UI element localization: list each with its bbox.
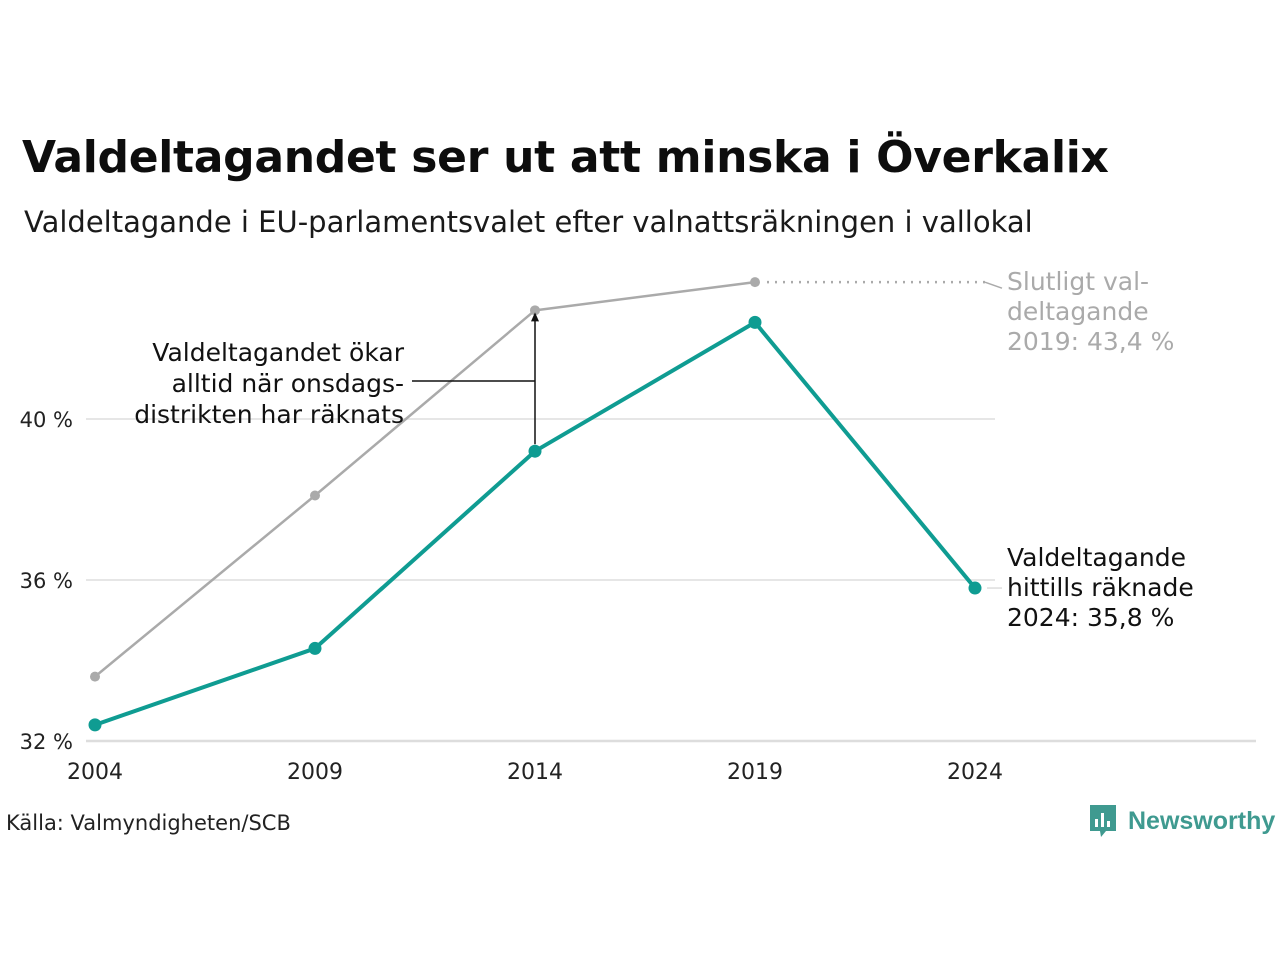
data-point-counted xyxy=(308,641,322,655)
y-tick-label: 40 % xyxy=(20,408,73,432)
newsworthy-logo-icon xyxy=(1090,805,1116,837)
data-point-final xyxy=(530,305,540,316)
data-point-counted xyxy=(88,718,102,732)
chart-subtitle: Valdeltagande i EU-parlamentsvalet efter… xyxy=(24,205,1033,239)
annotation-wednesday-line: alltid när onsdags- xyxy=(172,369,404,398)
x-tick-label: 2004 xyxy=(67,760,123,785)
newsworthy-logo-text: Newsworthy xyxy=(1128,806,1276,835)
data-point-counted xyxy=(528,444,542,458)
annotation-final-line: deltagande xyxy=(1007,297,1149,326)
difference-arrow-head xyxy=(531,312,539,322)
x-tick-label: 2009 xyxy=(287,760,343,785)
data-point-final xyxy=(90,671,100,682)
annotation-counted-line: Valdeltagande xyxy=(1007,543,1186,572)
data-point-counted xyxy=(748,315,762,329)
data-point-final xyxy=(750,277,760,288)
series-line-final xyxy=(94,280,756,678)
x-tick-label: 2014 xyxy=(507,760,563,785)
annotation-counted-line: 2024: 35,8 % xyxy=(1007,603,1174,632)
y-tick-label: 36 % xyxy=(20,569,73,593)
annotation-final-line: 2019: 43,4 % xyxy=(1007,327,1174,356)
final-leader-tick xyxy=(984,281,1003,289)
chart-title: Valdeltagandet ser ut att minska i Överk… xyxy=(22,132,1109,183)
y-tick-label: 32 % xyxy=(20,730,73,754)
newsworthy-logo: Newsworthy xyxy=(1088,803,1275,839)
data-point-counted xyxy=(968,581,982,595)
annotation-final-line: Slutligt val- xyxy=(1007,267,1149,296)
annotation-wednesday-line: distrikten har räknats xyxy=(134,400,404,429)
x-tick-label: 2019 xyxy=(727,760,783,785)
data-point-final xyxy=(310,490,320,501)
annotation-wednesday-line: Valdeltagandet ökar xyxy=(152,338,404,367)
source-note: Källa: Valmyndigheten/SCB xyxy=(6,811,291,835)
x-tick-label: 2024 xyxy=(947,760,1003,785)
annotation-counted-line: hittills räknade xyxy=(1007,573,1194,602)
